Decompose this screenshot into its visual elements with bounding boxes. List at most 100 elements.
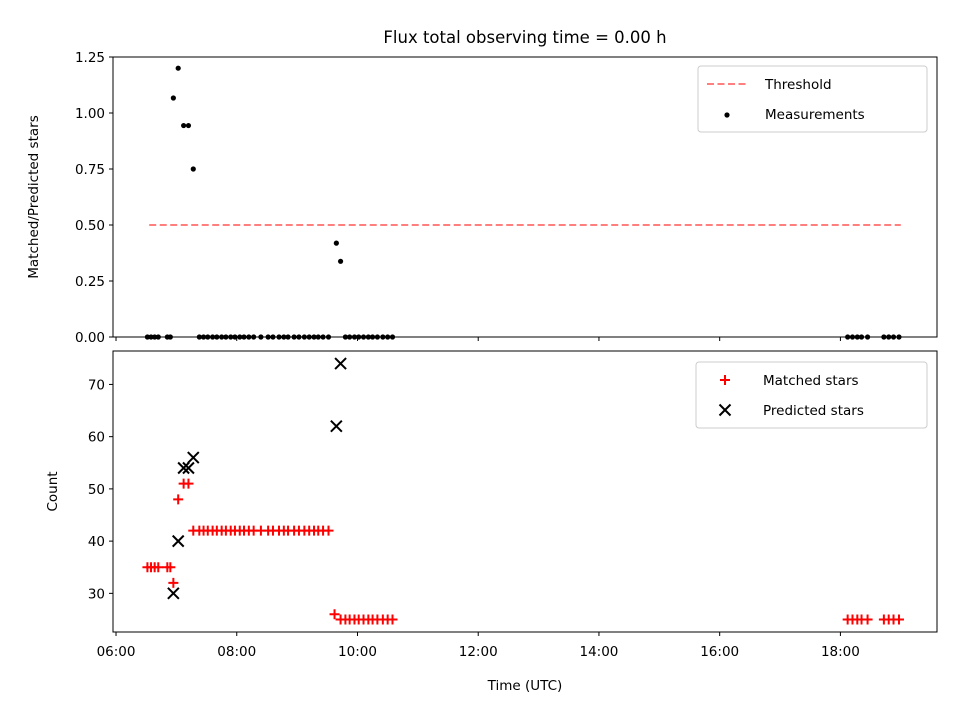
measurement-point — [205, 334, 211, 340]
measurement-point — [296, 334, 302, 340]
matched-star-point — [329, 609, 340, 620]
measurement-point — [356, 334, 362, 340]
measurement-point — [896, 334, 902, 340]
measurement-point — [315, 334, 321, 340]
matched-star-point — [893, 614, 904, 625]
measurement-point — [152, 334, 158, 340]
matched-star-point — [165, 562, 176, 573]
x-tick-label: 06:00 — [97, 644, 136, 660]
measurement-point — [845, 334, 851, 340]
predicted-star-point — [187, 451, 200, 464]
measurement-point — [223, 334, 229, 340]
measurement-point — [890, 334, 897, 340]
x-tick-label: 12:00 — [459, 644, 498, 660]
measurement-point — [385, 334, 391, 340]
plot-frame — [112, 56, 938, 338]
measurement-point — [380, 334, 386, 340]
matched-star-point — [387, 614, 398, 625]
y-axis-label: Matched/Predicted stars — [26, 115, 42, 278]
measurement-point — [185, 122, 192, 129]
measurement-point — [210, 334, 216, 340]
measurement-point — [258, 334, 264, 340]
measurement-point — [864, 334, 871, 340]
measurement-point — [337, 258, 344, 264]
measurement-point — [347, 334, 353, 340]
measurement-point — [214, 334, 220, 340]
measurement-point — [196, 334, 202, 340]
y-tick-label: 70 — [88, 377, 105, 393]
measurement-point — [858, 334, 865, 340]
measurement-point — [232, 334, 238, 340]
measurement-point — [333, 240, 339, 246]
matched-star-point — [168, 577, 179, 588]
measurement-point — [276, 334, 282, 340]
legend-label: Matched stars — [763, 373, 859, 389]
measurement-point — [849, 334, 856, 340]
x-tick-label: 18:00 — [821, 644, 860, 660]
top-panel: 0.00 0.25 0.50 0.75 1.00 1.25 Matched/Predicte… — [26, 50, 938, 346]
measurement-point — [219, 334, 225, 340]
x-tick-label: 10:00 — [338, 644, 377, 660]
measurement-point — [170, 95, 176, 101]
measurement-point — [325, 334, 332, 340]
predicted-star-point — [182, 461, 195, 475]
measurement-point — [144, 334, 151, 340]
y-tick-label: 1.25 — [75, 50, 105, 66]
predicted-star-point — [177, 461, 190, 475]
matched-star-point — [862, 614, 873, 625]
matched-star-point — [323, 525, 334, 536]
legend-predicted-swatch — [718, 403, 732, 417]
measurement-point — [291, 334, 297, 340]
x-tick-label: 16:00 — [700, 644, 739, 660]
legend-label: Measurements — [765, 107, 865, 123]
measurement-point — [886, 334, 892, 340]
matched-star-point — [173, 494, 184, 505]
measurement-point — [311, 334, 317, 340]
measurement-point — [200, 334, 207, 340]
measurement-point — [237, 334, 243, 340]
legend-measurement-swatch — [724, 112, 730, 118]
measurement-point — [241, 334, 247, 340]
y-tick-label: 30 — [88, 586, 105, 602]
chart-title: Flux total observing time = 0.00 h — [383, 28, 666, 47]
y-tick-label: 0.50 — [75, 218, 105, 234]
y-tick-label: 0.75 — [75, 162, 105, 178]
measurement-point — [854, 334, 860, 340]
measurement-point — [881, 334, 887, 340]
matched-star-point — [153, 562, 164, 573]
legend-matched-swatch — [720, 375, 730, 385]
measurement-point — [389, 334, 396, 340]
measurement-point — [365, 334, 371, 340]
legend-box — [695, 361, 928, 429]
measurement-point — [190, 166, 196, 172]
x-tick-label: 08:00 — [217, 644, 256, 660]
measurement-point — [351, 334, 358, 340]
measurement-point — [148, 334, 154, 340]
measurement-point — [342, 334, 349, 340]
measurement-point — [360, 334, 367, 340]
matched-star-point — [183, 478, 194, 489]
x-tick-label: 14:00 — [579, 644, 618, 660]
measurement-point — [155, 334, 161, 340]
legend-label: Threshold — [764, 77, 832, 93]
y-tick-label: 1.00 — [75, 106, 105, 122]
measurement-point — [306, 334, 312, 340]
measurement-point — [320, 334, 326, 340]
measurement-point — [301, 334, 307, 340]
plot-frame — [112, 350, 938, 633]
y-tick-label: 0.25 — [75, 274, 105, 290]
measurement-point — [167, 334, 173, 340]
y-tick-label: 50 — [88, 482, 105, 498]
measurement-point — [251, 334, 257, 340]
bottom-panel: 30 40 50 60 70 06:00 08:00 10:00 12:00 14:00 16:00… — [45, 350, 938, 694]
measurement-point — [369, 334, 376, 340]
x-axis-label: Time (UTC) — [487, 678, 563, 694]
y-axis-label: Count — [45, 471, 61, 511]
measurement-point — [285, 334, 291, 340]
measurement-point — [246, 334, 252, 340]
measurement-point — [228, 334, 234, 340]
measurement-point — [374, 334, 381, 340]
measurement-point — [181, 122, 187, 129]
legend-label: Predicted stars — [763, 403, 864, 419]
